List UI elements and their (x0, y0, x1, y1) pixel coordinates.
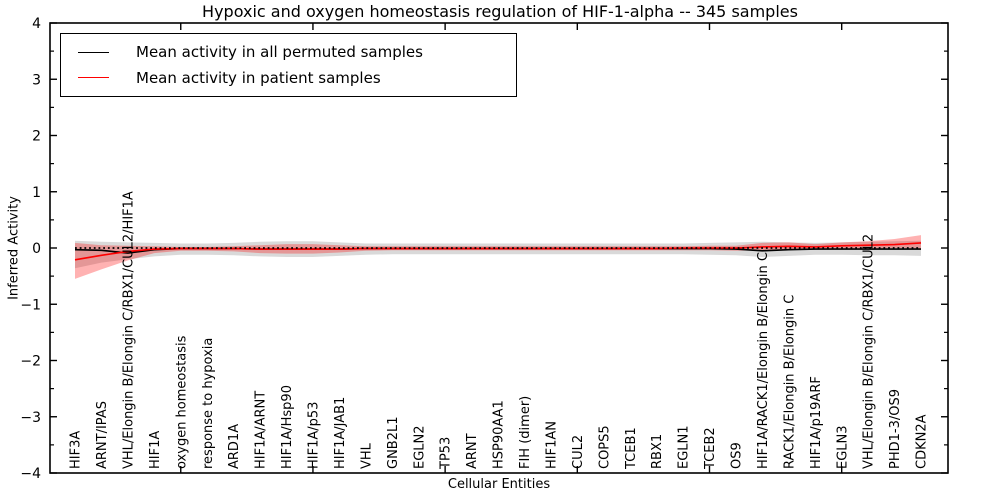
legend-label: Mean activity in patient samples (136, 68, 381, 87)
x-category-label: HSP90AA1 (492, 400, 507, 469)
x-category-label: COPS5 (597, 425, 612, 469)
x-axis-label: Cellular Entities (447, 477, 551, 492)
x-category-label: response to hypoxia (201, 338, 216, 469)
x-category-label: TCEB1 (624, 427, 639, 470)
x-category-label: PHD1-3/OS9 (888, 389, 903, 469)
x-category-label: HIF3A (69, 431, 84, 469)
x-category-label: HIF1A/p53 (306, 402, 321, 469)
y-tick-label: −3 (20, 410, 41, 426)
x-category-label: OS9 (729, 442, 744, 469)
x-category-label: FIH (dimer) (518, 396, 533, 469)
x-category-label: HIF1A/ARNT (254, 391, 269, 469)
legend: Mean activity in all permuted samples Me… (60, 33, 517, 97)
x-category-label: EGLN2 (412, 425, 427, 469)
y-tick-label: 2 (32, 129, 41, 145)
y-tick-label: −2 (20, 354, 41, 370)
x-category-label: VHL (359, 442, 374, 469)
legend-label: Mean activity in all permuted samples (136, 43, 423, 62)
x-category-label: ARNT (465, 433, 480, 469)
chart-title: Hypoxic and oxygen homeostasis regulatio… (202, 2, 798, 21)
x-category-label: TP53 (439, 437, 454, 470)
x-category-label: EGLN1 (677, 425, 692, 469)
x-category-label: HIF1A/Hsp90 (280, 385, 295, 469)
x-category-label: CDKN2A (915, 414, 930, 469)
x-category-label: HIF1AN (544, 421, 559, 469)
y-tick-label: 3 (32, 72, 41, 88)
x-category-label: VHL/Elongin B/Elongin C/RBX1/CUL2/HIF1A (121, 191, 136, 469)
x-category-label: RACK1/Elongin B/Elongin C (782, 295, 797, 469)
legend-line-sample-red (78, 77, 109, 79)
x-category-label: HIF1A/JAB1 (333, 397, 348, 469)
band-patient (75, 235, 921, 279)
x-category-label: RBX1 (650, 434, 665, 469)
y-tick-label: 0 (32, 241, 41, 257)
y-axis-label: Inferred Activity (6, 196, 22, 300)
legend-item-patient: Mean activity in patient samples (61, 69, 516, 87)
y-tick-label: −1 (20, 297, 41, 313)
x-category-label: ARD1A (227, 424, 242, 469)
y-tick-label: −4 (20, 466, 41, 482)
x-category-label: ARNT/IPAS (95, 401, 110, 469)
y-tick-label: 1 (32, 185, 41, 201)
legend-line-sample-black (78, 51, 109, 53)
x-category-label: oxygen homeostasis (174, 335, 189, 469)
x-category-label: TCEB2 (703, 427, 718, 470)
x-category-label: HIF1A/p19ARF (809, 376, 824, 469)
x-category-label: HIF1A (148, 431, 163, 469)
legend-item-permuted: Mean activity in all permuted samples (61, 43, 516, 61)
x-category-label: GNB2L1 (386, 416, 401, 469)
y-tick-label: 4 (32, 16, 41, 32)
x-category-label: EGLN3 (835, 425, 850, 469)
x-category-label: VHL/Elongin B/Elongin C/RBX1/CUL2 (862, 234, 877, 469)
x-category-label: HIF1A/RACK1/Elongin B/Elongin C (756, 252, 771, 469)
x-category-label: CUL2 (571, 435, 586, 469)
